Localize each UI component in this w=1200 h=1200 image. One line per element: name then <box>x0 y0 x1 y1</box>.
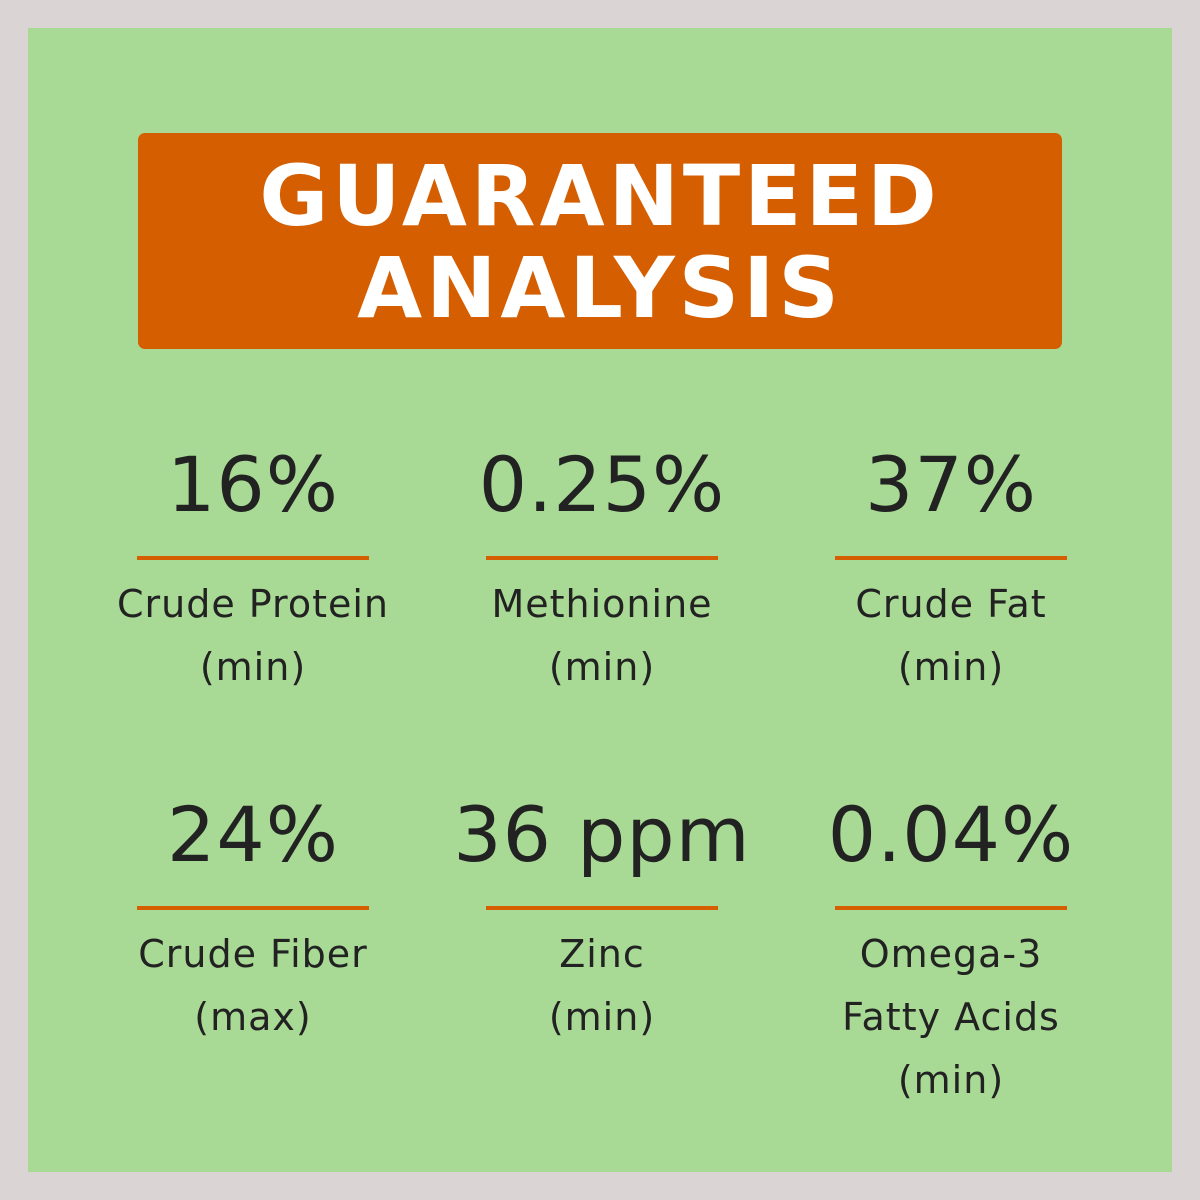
divider <box>137 906 369 910</box>
nutrient-label: Crude Fiber <box>138 932 368 976</box>
nutrient-value: 0.25% <box>478 440 726 529</box>
nutrient-label: (min) <box>897 645 1005 689</box>
nutrient-value: 24% <box>167 790 339 879</box>
nutrient-value: 16% <box>167 440 339 529</box>
divider <box>486 556 718 560</box>
nutrient-label: Zinc <box>559 932 645 976</box>
nutrient-label: (min) <box>897 1058 1005 1102</box>
nutrient-label: (min) <box>199 645 307 689</box>
divider <box>835 906 1067 910</box>
title-line: GUARANTEED <box>259 147 941 245</box>
nutrient-label: (min) <box>548 995 656 1039</box>
nutrient-value: 0.04% <box>827 790 1075 879</box>
title-banner: GUARANTEED ANALYSIS <box>138 133 1062 349</box>
nutrient-value: 36 ppm <box>453 790 751 879</box>
nutrient-label: Methionine <box>491 582 713 626</box>
nutrient-label: Crude Fat <box>855 582 1047 626</box>
divider <box>835 556 1067 560</box>
divider <box>486 906 718 910</box>
nutrient-label: (min) <box>548 645 656 689</box>
nutrient-label: Fatty Acids <box>842 995 1060 1039</box>
nutrient-value: 37% <box>865 440 1037 529</box>
nutrient-label: Omega-3 <box>859 932 1043 976</box>
nutrient-label: Crude Protein <box>116 582 390 626</box>
title-line: ANALYSIS <box>357 239 843 337</box>
nutrient-label: (max) <box>194 995 312 1039</box>
divider <box>137 556 369 560</box>
